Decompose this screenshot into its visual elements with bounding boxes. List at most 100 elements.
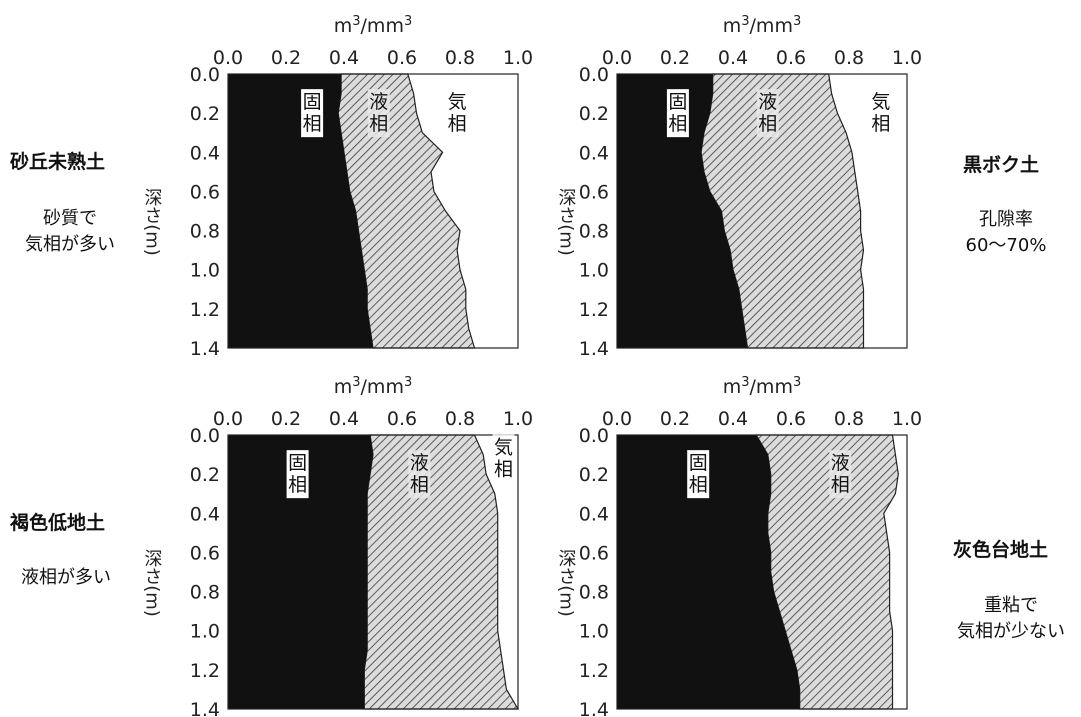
y-tick-label: 0.8 [579, 582, 609, 604]
y-tick-label: 0.6 [190, 542, 220, 564]
phase-label-background [492, 434, 515, 483]
phase-label-char: 気 [871, 91, 890, 113]
plot-frame [616, 73, 908, 349]
x-axis-label: m3/mm3 [334, 14, 413, 37]
x-tick-label: 1.0 [503, 47, 533, 69]
description-line: 気相が多い [25, 234, 115, 255]
phase-label-char: 相 [410, 474, 429, 496]
y-tick-label: 1.0 [190, 260, 220, 282]
y-tick-label: 1.0 [190, 621, 220, 643]
phase-label-char: 相 [831, 474, 850, 496]
description-line: 液相が多い [21, 567, 111, 588]
plot-frame [227, 73, 519, 349]
y-tick-label: 0.2 [190, 464, 220, 486]
phase-label-background [869, 89, 892, 138]
description-line: 砂質で [43, 208, 97, 229]
y-axis-label: 深さ(m) [556, 549, 577, 617]
phase-label-char: 気 [494, 436, 513, 458]
x-tick-label: 0.6 [776, 47, 806, 69]
soil-description-top-left: 砂質で 気相が多い [10, 206, 130, 258]
x-tick-label: 0.2 [271, 47, 301, 69]
y-tick-label: 0.6 [579, 181, 609, 203]
description-line: 重粘で [984, 595, 1038, 616]
y-tick-label: 1.2 [579, 299, 609, 321]
x-tick-label: 0.6 [776, 408, 806, 430]
solid-phase-area [228, 435, 373, 709]
soil-description-bottom-left: 液相が多い [10, 565, 122, 591]
x-tick-label: 0.6 [387, 47, 417, 69]
plot-frame [616, 434, 908, 710]
y-tick-label: 0.0 [579, 425, 609, 447]
y-tick-label: 0.8 [579, 221, 609, 243]
y-tick-label: 1.2 [190, 660, 220, 682]
phase-label-char: 相 [689, 474, 708, 496]
chart-panel-top-right: 0.0 0.2 0.4 0.6 0.8 1.0 m3/mm3 0.0 0.2 0.4 0.6 0.8 1… [556, 14, 923, 360]
y-tick-label: 1.0 [579, 260, 609, 282]
x-tick-label: 0.8 [834, 408, 864, 430]
y-tick-label: 0.6 [190, 181, 220, 203]
y-tick-label: 0.4 [190, 503, 220, 525]
solid-phase-area [617, 435, 800, 709]
y-tick-label: 0.0 [190, 64, 220, 86]
y-tick-label: 0.2 [579, 464, 609, 486]
y-tick-label: 1.4 [190, 338, 220, 360]
x-tick-label: 0.8 [445, 408, 475, 430]
phase-label-char: 相 [494, 458, 513, 480]
solid-phase-area [228, 74, 373, 348]
phase-label-background [666, 89, 689, 138]
phase-label-background [829, 450, 852, 499]
y-tick-label: 0.0 [579, 64, 609, 86]
phase-label-char: 相 [288, 474, 307, 496]
x-tick-label: 0.4 [718, 47, 748, 69]
phase-label-char: 相 [758, 113, 777, 135]
description-line: 孔隙率 [979, 209, 1033, 230]
y-tick-label: 1.0 [579, 621, 609, 643]
y-tick-label: 0.0 [190, 425, 220, 447]
soil-name-bottom-right: 灰色台地土 [953, 539, 1049, 561]
y-tick-label: 1.2 [579, 660, 609, 682]
y-tick-label: 1.4 [579, 699, 609, 717]
chart-panel-bottom-left: 0.0 0.2 0.4 0.6 0.8 1.0 m3/mm3 0.0 0.2 0.4 0.6 0.8 1… [142, 375, 534, 717]
x-axis-label: m3/mm3 [723, 375, 802, 398]
phase-label-background [408, 450, 431, 499]
phase-label-background [286, 450, 309, 499]
y-tick-label: 0.4 [579, 142, 609, 164]
x-tick-label: 0.0 [602, 408, 632, 430]
soil-name-top-left: 砂丘未熟土 [10, 151, 106, 173]
chart-panel-top-left: 0.0 0.2 0.4 0.6 0.8 1.0 m3/mm3 0.0 0.2 0.4 0.6 0.8 1… [142, 14, 534, 360]
x-tick-label: 0.2 [660, 47, 690, 69]
phase-label-background [446, 89, 469, 138]
x-tick-label: 0.0 [213, 408, 243, 430]
x-tick-label: 0.8 [834, 47, 864, 69]
x-tick-label: 0.4 [329, 47, 359, 69]
y-tick-label: 1.4 [579, 338, 609, 360]
x-tick-label: 1.0 [892, 408, 922, 430]
phase-label-char: 液 [369, 91, 388, 113]
phase-label-char: 相 [369, 113, 388, 135]
phase-label-background [367, 89, 390, 138]
phase-label-background [301, 89, 324, 138]
x-tick-label: 0.4 [329, 408, 359, 430]
phase-label-background [687, 450, 710, 499]
y-tick-label: 1.2 [190, 299, 220, 321]
y-axis-label: 深さ(m) [142, 549, 163, 617]
soil-description-bottom-right: 重粘で 気相が少ない [944, 593, 1078, 645]
phase-label-char: 相 [668, 113, 687, 135]
phase-label-char: 固 [288, 452, 307, 474]
phase-label-char: 液 [831, 452, 850, 474]
y-axis-label: 深さ(m) [142, 188, 163, 256]
phase-label-char: 相 [303, 113, 322, 135]
x-tick-label: 0.8 [445, 47, 475, 69]
description-line: 気相が少ない [957, 621, 1065, 642]
y-tick-label: 1.4 [190, 699, 220, 717]
x-tick-label: 1.0 [892, 47, 922, 69]
phase-label-char: 固 [689, 452, 708, 474]
y-tick-label: 0.8 [190, 221, 220, 243]
x-axis-label: m3/mm3 [723, 14, 802, 37]
soil-name-bottom-left: 褐色低地土 [10, 512, 106, 534]
phase-label-char: 相 [871, 113, 890, 135]
description-line: 60〜70% [965, 235, 1047, 256]
y-tick-label: 0.4 [579, 503, 609, 525]
plot-frame [227, 434, 519, 710]
